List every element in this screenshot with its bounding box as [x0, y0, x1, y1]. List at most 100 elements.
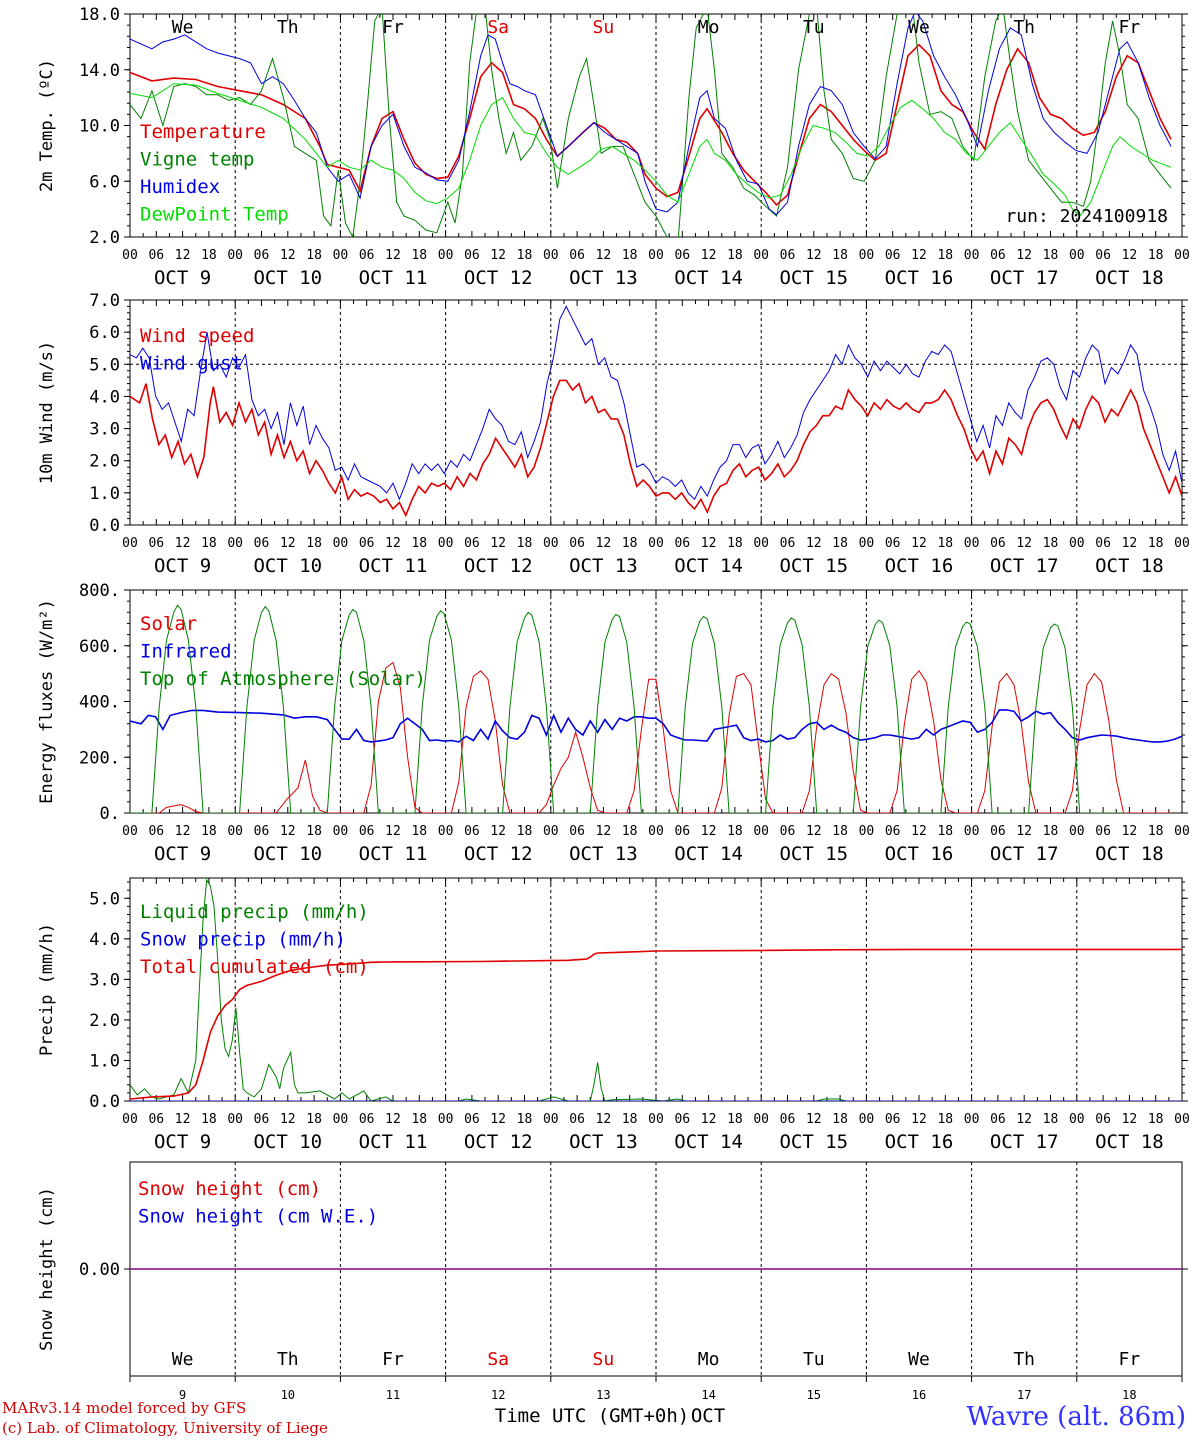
- hour-label: 12: [385, 1112, 401, 1127]
- day-number-label: 16: [912, 1388, 926, 1402]
- hour-label: 06: [569, 248, 585, 263]
- date-label: OCT 15: [779, 267, 848, 289]
- hour-label: 00: [543, 536, 559, 551]
- hour-label: 00: [1069, 248, 1085, 263]
- hour-label: 18: [727, 1112, 743, 1127]
- hour-label: 06: [148, 824, 164, 839]
- hour-label: 00: [1174, 536, 1190, 551]
- date-label: OCT 11: [359, 843, 428, 865]
- y-tick-label: 2.0: [89, 452, 120, 472]
- hour-label: 00: [1174, 248, 1190, 263]
- date-label: OCT 10: [253, 1131, 322, 1153]
- y-tick-label: 5.0: [89, 889, 120, 909]
- hour-label: 06: [674, 536, 690, 551]
- date-label: OCT 9: [154, 555, 211, 577]
- hour-label: 00: [543, 1112, 559, 1127]
- temperature-legend-entry: DewPoint Temp: [140, 204, 289, 226]
- hour-label: 00: [122, 536, 138, 551]
- hour-label: 18: [306, 824, 322, 839]
- day-number-label: 9: [179, 1388, 186, 1402]
- hour-label: 12: [701, 1112, 717, 1127]
- date-label: OCT 14: [674, 555, 743, 577]
- hour-label: 00: [1174, 824, 1190, 839]
- energy-legend-entry: Infrared: [140, 641, 232, 663]
- snow-legend-entry: Snow height (cm): [138, 1178, 321, 1200]
- day-number-label: 11: [386, 1388, 400, 1402]
- hour-label: 12: [280, 536, 296, 551]
- temperature-y-axis-label: 2m Temp. (ºC): [37, 59, 57, 192]
- model-credit: MARv3.14 model forced by GFS: [2, 1399, 247, 1417]
- hour-label: 18: [201, 248, 217, 263]
- hour-label: 18: [1148, 1112, 1164, 1127]
- weekday-label: Mo: [698, 1349, 720, 1370]
- hour-label: 00: [859, 248, 875, 263]
- x-axis-title: Time UTC (GMT+0h): [495, 1405, 689, 1427]
- hour-label: 00: [333, 824, 349, 839]
- weekday-label: Tu: [803, 1349, 825, 1370]
- energy-y-axis-label: Energy fluxes (W/m²): [37, 599, 57, 804]
- date-label: OCT 16: [885, 555, 954, 577]
- hour-label: 12: [385, 248, 401, 263]
- hour-label: 12: [175, 248, 191, 263]
- precip-legend-entry: Liquid precip (mm/h): [140, 901, 369, 923]
- hour-label: 06: [885, 248, 901, 263]
- date-label: OCT 14: [674, 1131, 743, 1153]
- hour-label: 12: [175, 536, 191, 551]
- hour-label: 18: [622, 1112, 638, 1127]
- hour-label: 06: [780, 536, 796, 551]
- hour-label: 12: [1122, 1112, 1138, 1127]
- hour-label: 00: [753, 536, 769, 551]
- date-label: OCT 15: [779, 843, 848, 865]
- wind-frame: [129, 299, 1183, 526]
- date-label: OCT 13: [569, 1131, 638, 1153]
- hour-label: 00: [859, 536, 875, 551]
- energy-legend-entry: Top of Atmosphere (Solar): [140, 668, 426, 690]
- hour-label: 00: [753, 824, 769, 839]
- hour-label: 18: [1148, 536, 1164, 551]
- date-label: OCT 17: [990, 843, 1059, 865]
- y-tick-label: 400.: [79, 693, 120, 713]
- hour-label: 18: [727, 536, 743, 551]
- date-label: OCT 18: [1095, 1131, 1164, 1153]
- hour-label: 18: [622, 248, 638, 263]
- hour-label: 18: [1043, 1112, 1059, 1127]
- hour-label: 18: [832, 824, 848, 839]
- temperature-series-vigne-temp: [130, 14, 1172, 237]
- hour-label: 00: [1069, 824, 1085, 839]
- hour-label: 00: [648, 248, 664, 263]
- precip-series-liquid-precip-mm-h-: [130, 878, 1182, 1101]
- date-label: OCT 13: [569, 843, 638, 865]
- day-number-label: 14: [701, 1388, 715, 1402]
- y-tick-label: 6.0: [89, 323, 120, 343]
- hour-label: 18: [306, 1112, 322, 1127]
- wind-series-wind-gust: [130, 305, 1182, 501]
- hour-label: 12: [701, 536, 717, 551]
- hour-label: 18: [937, 248, 953, 263]
- hour-label: 06: [148, 1112, 164, 1127]
- hour-label: 06: [254, 536, 270, 551]
- weekday-label: Fr: [1119, 17, 1141, 38]
- weekday-label: Su: [593, 17, 615, 38]
- hour-label: 18: [306, 248, 322, 263]
- hour-label: 00: [964, 248, 980, 263]
- hour-label: 00: [438, 1112, 454, 1127]
- energy-series-solar: [130, 661, 1171, 813]
- hour-label: 12: [490, 1112, 506, 1127]
- hour-label: 00: [648, 824, 664, 839]
- hour-label: 18: [517, 824, 533, 839]
- y-tick-label: 4.0: [89, 387, 120, 407]
- weekday-label: We: [172, 17, 194, 38]
- date-label: OCT 12: [464, 555, 533, 577]
- y-tick-label: 0.: [100, 804, 120, 824]
- y-tick-label: 10.0: [79, 117, 120, 137]
- temperature-legend-entry: Temperature: [140, 121, 266, 143]
- hour-label: 12: [490, 248, 506, 263]
- y-tick-label: 200.: [79, 748, 120, 768]
- hour-label: 18: [517, 536, 533, 551]
- hour-label: 12: [1016, 536, 1032, 551]
- hour-label: 00: [333, 248, 349, 263]
- hour-label: 00: [227, 536, 243, 551]
- hour-label: 00: [753, 1112, 769, 1127]
- y-tick-label: 3.0: [89, 970, 120, 990]
- precip-legend-entry: Total cumulated (cm): [140, 956, 369, 978]
